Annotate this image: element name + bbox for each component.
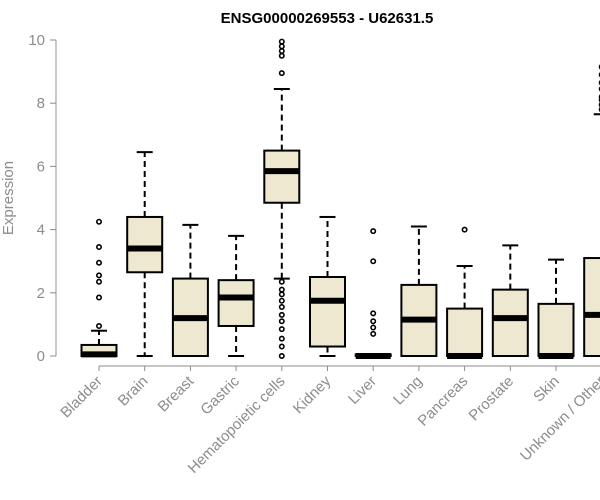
y-axis-label: Expression bbox=[0, 161, 17, 235]
y-tick-label: 6 bbox=[37, 158, 45, 175]
x-tick-label: Bladder bbox=[57, 373, 106, 422]
outlier-point bbox=[96, 278, 103, 285]
outlier-point bbox=[370, 318, 377, 325]
box-group bbox=[126, 151, 164, 357]
outlier-point bbox=[278, 326, 285, 333]
outlier-point bbox=[96, 218, 103, 225]
box-iqr bbox=[217, 279, 255, 327]
outlier-point bbox=[370, 228, 377, 235]
x-tick-label: Gastric bbox=[197, 372, 243, 418]
box-group bbox=[354, 228, 392, 359]
outlier-point bbox=[278, 352, 285, 359]
y-tick-label: 0 bbox=[37, 348, 45, 365]
outlier-point bbox=[96, 272, 103, 279]
box-group bbox=[583, 64, 600, 358]
outlier-point bbox=[278, 311, 285, 318]
x-tick-label: Breast bbox=[155, 372, 198, 415]
box-group bbox=[309, 215, 346, 357]
box-group bbox=[80, 218, 118, 358]
box-iqr bbox=[309, 276, 346, 348]
box-group bbox=[537, 258, 575, 359]
outlier-point bbox=[96, 294, 103, 301]
box-group bbox=[491, 244, 529, 358]
outlier-point bbox=[278, 48, 285, 55]
x-tick-label: Prostate bbox=[466, 373, 518, 425]
outlier-point bbox=[96, 243, 103, 250]
chart-title: ENSG00000269553 - U62631.5 bbox=[221, 10, 434, 27]
y-tick-label: 4 bbox=[37, 222, 45, 239]
box-group bbox=[446, 226, 484, 359]
outlier-point bbox=[461, 226, 468, 233]
outlier-point bbox=[370, 330, 377, 337]
outlier-point bbox=[278, 38, 285, 45]
outlier-point bbox=[278, 335, 285, 342]
outlier-point bbox=[278, 286, 285, 293]
box-group bbox=[217, 234, 255, 357]
box-iqr bbox=[583, 257, 600, 358]
outlier-point bbox=[278, 291, 285, 298]
outlier-point bbox=[278, 343, 285, 350]
outlier-point bbox=[278, 52, 285, 59]
outlier-point bbox=[370, 310, 377, 317]
x-tick-label: Skin bbox=[530, 373, 563, 406]
box-iqr bbox=[126, 215, 164, 274]
outlier-point bbox=[278, 318, 285, 325]
x-tick-label: Pancreas bbox=[415, 373, 472, 430]
box-iqr bbox=[537, 302, 575, 357]
x-tick-label: Liver bbox=[345, 373, 380, 408]
box-group bbox=[400, 225, 438, 357]
box-group bbox=[263, 38, 301, 359]
outlier-point bbox=[278, 297, 285, 304]
outlier-point bbox=[278, 70, 285, 77]
y-tick-label: 10 bbox=[28, 32, 45, 49]
outlier-point bbox=[278, 43, 285, 50]
plot-area bbox=[80, 38, 600, 359]
outlier-point bbox=[370, 324, 377, 331]
x-tick-label: Brain bbox=[115, 373, 152, 410]
outlier-point bbox=[370, 258, 377, 265]
outlier-point bbox=[278, 304, 285, 311]
outlier-point bbox=[96, 259, 103, 266]
outlier-point bbox=[96, 322, 103, 329]
y-tick-label: 2 bbox=[37, 285, 45, 302]
y-tick-label: 8 bbox=[37, 95, 45, 112]
x-tick-label: Lung bbox=[390, 373, 426, 409]
box-group bbox=[171, 223, 209, 357]
outlier-point bbox=[278, 278, 285, 285]
box-iqr bbox=[446, 307, 484, 358]
box-iqr bbox=[263, 149, 301, 204]
box-iqr bbox=[491, 288, 529, 358]
x-tick-label: Kidney bbox=[290, 372, 335, 417]
